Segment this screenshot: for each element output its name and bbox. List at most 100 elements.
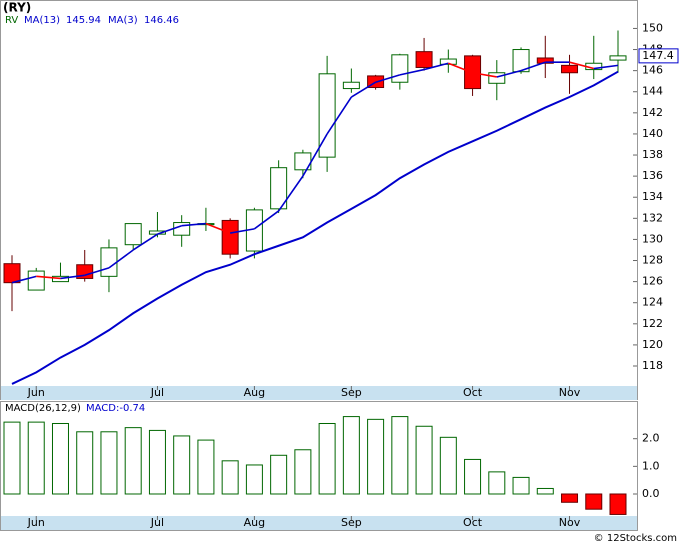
x-tick-label: Sep (341, 516, 362, 529)
legend-ticker: RV (5, 15, 18, 26)
ma-line-segment (277, 175, 304, 212)
candle-body (488, 72, 506, 84)
y-tick-label: 128 (642, 254, 663, 267)
ma-line-segment (60, 274, 85, 280)
macd-bar (245, 464, 263, 495)
candle-body (3, 263, 21, 284)
macd-legend: MACD:-0.74 (86, 403, 145, 414)
macd-bar (488, 471, 506, 495)
last-price-box (638, 48, 679, 64)
ma-line-segment (569, 61, 594, 70)
macd-bar (512, 476, 530, 495)
y-tick-label: 142 (642, 106, 663, 119)
x-tick-label: Oct (463, 516, 483, 529)
y-tick-label: 132 (642, 211, 663, 224)
ma-line-segment (302, 133, 328, 177)
y-tick-label: 146 (642, 64, 663, 77)
ma-line-segment (520, 61, 546, 72)
x-tick-label: Oct (463, 386, 483, 399)
x-tick-label: Jul (150, 516, 164, 529)
macd-date-band (1, 516, 637, 530)
ma-line-segment (496, 69, 522, 78)
macd-bar (76, 431, 94, 495)
macd-bar (536, 487, 554, 495)
macd-bar (221, 460, 239, 495)
ma-line-segment (399, 68, 425, 76)
y-tick-label: 134 (642, 190, 663, 203)
y-tick-label: 120 (642, 338, 663, 351)
macd-bar (27, 421, 45, 495)
macd-bar (100, 431, 118, 495)
macd-bar (415, 425, 433, 495)
candle-body (124, 223, 142, 246)
macd-title: MACD(26,12,9) (5, 403, 81, 414)
last-price: 147.4 (642, 49, 674, 62)
macd-bar (367, 418, 385, 495)
ma-line-segment (84, 267, 110, 277)
macd-bar (294, 449, 312, 495)
ma-line-segment (350, 81, 377, 98)
y-tick-label: 2.0 (642, 432, 660, 445)
macd-bar (3, 421, 21, 495)
macd-bar (270, 454, 288, 495)
macd-bar (561, 493, 579, 503)
macd-bar (391, 416, 409, 495)
x-tick-label: Nov (559, 516, 581, 529)
candle-body (51, 275, 69, 283)
candle-body (536, 57, 554, 64)
ma-line-segment (472, 71, 497, 78)
candle-body (609, 55, 627, 61)
legend-ma13: MA(13) (24, 15, 60, 26)
ma-line-segment (108, 249, 134, 269)
ma-line-segment (181, 222, 206, 227)
chart-title: (RY) (3, 1, 31, 15)
macd-bar (173, 435, 191, 495)
macd-bar (439, 436, 457, 495)
x-tick-label: Sep (341, 386, 362, 399)
y-tick-label: 122 (642, 317, 663, 330)
y-tick-label: 138 (642, 148, 663, 161)
ma-line-segment (253, 210, 280, 230)
ma-line-segment (593, 64, 619, 70)
y-tick-label: 118 (642, 359, 663, 372)
candle-body (270, 167, 288, 210)
candle-body (415, 51, 433, 68)
y-tick-label: 130 (642, 232, 663, 245)
price-date-band (1, 386, 637, 400)
macd-bar (124, 427, 142, 495)
macd-bar (585, 493, 603, 510)
y-tick-label: 1.0 (642, 459, 660, 472)
ma-line-segment (157, 224, 182, 235)
y-tick-label: 0.0 (642, 487, 660, 500)
ma-line-segment (375, 74, 401, 84)
candle-body (391, 54, 409, 83)
footer: © 12Stocks.com (594, 533, 677, 544)
candle-body (318, 73, 336, 158)
x-tick-label: Jul (150, 386, 164, 399)
y-tick-label: 126 (642, 275, 663, 288)
x-tick-label: Nov (559, 386, 581, 399)
macd-bar (318, 422, 336, 495)
x-tick-label: Aug (244, 386, 265, 399)
candle-body (221, 219, 239, 255)
macd-bar (197, 439, 215, 495)
y-tick-label: 150 (642, 21, 663, 34)
ma-line (11, 70, 619, 385)
ma-line-segment (205, 222, 231, 234)
y-tick-label: 144 (642, 85, 663, 98)
macd-bar (148, 429, 166, 495)
y-tick-label: 124 (642, 296, 663, 309)
candle-body (27, 270, 45, 291)
y-tick-label: 140 (642, 127, 663, 140)
candle-body (512, 49, 530, 73)
ma-line-segment (326, 96, 353, 135)
macd-bar (342, 416, 360, 495)
x-tick-label: Aug (244, 516, 265, 529)
candle-body (100, 247, 118, 277)
ma-line-segment (132, 233, 158, 251)
candle-body (439, 58, 457, 65)
ma-line-segment (423, 62, 449, 71)
candle-body (561, 64, 579, 74)
